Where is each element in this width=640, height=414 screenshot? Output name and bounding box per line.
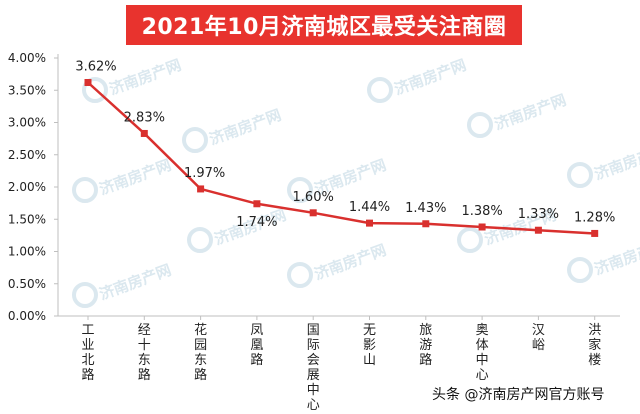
watermark-logo-icon — [72, 177, 98, 203]
x-tick-label: 汉峪 — [532, 323, 545, 353]
data-label: 1.43% — [405, 201, 446, 216]
watermark-logo-icon — [187, 227, 213, 253]
data-point — [197, 185, 205, 193]
x-tick-label: 无影山 — [363, 323, 376, 368]
watermark-logo-icon — [567, 257, 593, 283]
x-tick-label: 工业北路 — [81, 323, 94, 383]
x-tick-label: 经十东路 — [138, 323, 151, 383]
watermark-logo-icon — [367, 77, 393, 103]
watermark-text: 济南房产网 — [492, 91, 569, 134]
watermark-logo-icon — [467, 112, 493, 138]
y-tick-label: 3.50% — [8, 83, 46, 97]
y-tick-label: 0.50% — [8, 277, 46, 291]
data-point — [591, 229, 599, 237]
watermark-logo-icon — [567, 162, 593, 188]
watermark-logo-icon — [82, 77, 108, 103]
data-label: 1.97% — [184, 166, 225, 181]
data-point — [253, 200, 261, 208]
y-tick-label: 2.00% — [8, 180, 46, 194]
watermark-text: 济南房产网 — [592, 141, 640, 184]
data-point — [84, 79, 92, 87]
data-point — [422, 220, 430, 228]
watermark-text: 济南房产网 — [107, 56, 184, 99]
data-point — [366, 219, 373, 227]
data-point — [140, 129, 148, 137]
y-tick-label: 1.50% — [8, 212, 46, 226]
data-label: 1.33% — [518, 207, 559, 222]
x-tick-label: 奥体中心 — [476, 323, 489, 383]
watermark-text: 济南房产网 — [392, 56, 469, 99]
data-point — [309, 209, 317, 217]
data-label: 3.62% — [75, 60, 116, 75]
watermark-text: 济南房产网 — [592, 236, 640, 279]
x-tick-label: 旅游路 — [419, 323, 432, 368]
x-tick-label: 凤凰路 — [250, 323, 263, 368]
y-tick-label: 4.00% — [8, 51, 46, 65]
chart-title: 2021年10月济南城区最受关注商圈 — [126, 5, 522, 45]
data-label: 1.44% — [349, 200, 390, 215]
data-labels: 3.62% 2.83% 1.97% 1.74% 1.60% 1.44% 1.43% 1.38%… — [75, 60, 615, 230]
x-tick-label: 国际会展中心 — [307, 323, 320, 413]
y-tick-label: 2.50% — [8, 148, 46, 162]
data-label: 2.83% — [124, 110, 165, 125]
axes: 0.00% 0.50% 1.00% 1.50% 2.00% 2.50% 3.00% 3.50%… — [8, 51, 620, 413]
watermark-logo-icon — [457, 227, 483, 253]
watermark-logo-icon — [182, 127, 208, 153]
y-tick-label: 1.00% — [8, 245, 46, 259]
x-tick-label: 洪家楼 — [588, 323, 601, 368]
data-label: 1.60% — [293, 190, 334, 205]
watermark-text: 济南房产网 — [207, 106, 284, 149]
data-label: 1.38% — [461, 204, 502, 219]
y-tick-label: 3.00% — [8, 116, 46, 130]
watermark-logo-icon — [72, 282, 98, 308]
watermark-logo-icon — [287, 262, 313, 288]
watermark-text: 济南房产网 — [97, 156, 174, 199]
data-point — [534, 226, 542, 234]
series-line — [87, 81, 595, 235]
watermark-text: 济南房产网 — [97, 261, 174, 304]
x-tick-label: 花园东路 — [194, 322, 207, 383]
y-tick-label: 0.00% — [8, 309, 46, 323]
series-layer — [84, 79, 599, 237]
data-label: 1.74% — [236, 215, 277, 230]
watermark-text: 济南房产网 — [312, 241, 389, 284]
data-point — [478, 223, 486, 231]
watermark-logo-icon — [287, 177, 313, 203]
data-label: 1.28% — [574, 210, 615, 225]
footer-credit: 头条 @济南房产网官方账号 — [432, 387, 605, 403]
